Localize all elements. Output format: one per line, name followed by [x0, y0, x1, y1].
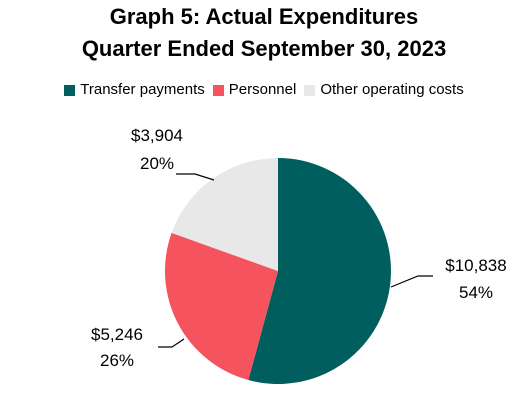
chart-legend: Transfer payments Personnel Other operat… — [0, 80, 528, 100]
leader-line-personnel — [158, 338, 185, 348]
legend-item-personnel: Personnel — [212, 80, 297, 100]
legend-swatch-personnel — [212, 84, 224, 96]
data-label-value-personnel: $5,246 — [91, 325, 143, 344]
legend-label-transfer-payments: Transfer payments — [80, 81, 205, 98]
legend-label-other-operating-costs: Other operating costs — [320, 81, 464, 98]
pie-slice-transfer-payments — [248, 158, 391, 384]
pie-slice-personnel — [164, 232, 278, 381]
pie-slices — [164, 158, 391, 384]
legend-swatch-other-operating-costs — [304, 84, 316, 96]
data-label-percent-other-operating-costs: 20% — [140, 154, 174, 173]
chart-title: Graph 5: Actual Expenditures — [109, 4, 419, 29]
legend-item-other-operating-costs: Other operating costs — [304, 80, 464, 100]
pie-slice-other-operating-costs — [171, 158, 278, 271]
legend-swatch-transfer-payments — [64, 84, 76, 96]
leader-line-other-operating-costs — [176, 173, 215, 181]
data-label-value-transfer-payments: $10,838 — [445, 256, 506, 275]
legend-label-personnel: Personnel — [228, 81, 297, 98]
chart-subtitle: Quarter Ended September 30, 2023 — [81, 36, 447, 61]
data-label-value-other-operating-costs: $3,904 — [131, 126, 183, 145]
data-label-percent-transfer-payments: 54% — [459, 283, 493, 302]
leader-line-transfer-payments — [390, 275, 433, 288]
legend-item-transfer-payments: Transfer payments — [64, 80, 205, 100]
data-label-percent-personnel: 26% — [100, 351, 134, 370]
